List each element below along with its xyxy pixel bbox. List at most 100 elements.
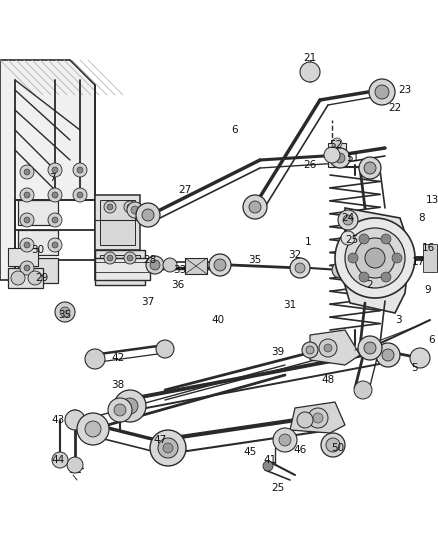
Circle shape [355, 238, 395, 278]
Circle shape [358, 336, 382, 360]
Circle shape [354, 381, 372, 399]
Circle shape [163, 443, 173, 453]
Circle shape [381, 272, 391, 282]
Circle shape [52, 167, 58, 173]
Circle shape [127, 204, 133, 210]
Circle shape [142, 209, 154, 221]
Circle shape [73, 188, 87, 202]
Circle shape [319, 339, 337, 357]
Bar [328, 143, 346, 167]
Circle shape [364, 342, 376, 354]
Circle shape [60, 307, 70, 317]
Circle shape [410, 348, 430, 368]
Circle shape [381, 234, 391, 244]
Text: 35: 35 [58, 310, 72, 320]
Circle shape [338, 210, 358, 230]
Circle shape [20, 165, 34, 179]
Circle shape [263, 461, 273, 471]
Text: 50: 50 [332, 443, 345, 453]
Circle shape [107, 255, 113, 261]
Bar [423, 244, 437, 272]
Circle shape [375, 85, 389, 99]
Circle shape [48, 163, 62, 177]
Circle shape [306, 346, 314, 354]
Text: 13: 13 [425, 195, 438, 205]
Bar [95, 250, 145, 285]
Circle shape [127, 202, 143, 218]
Polygon shape [340, 208, 410, 313]
Circle shape [48, 213, 62, 227]
Text: 22: 22 [389, 103, 402, 113]
Circle shape [104, 252, 116, 264]
Circle shape [52, 217, 58, 223]
Circle shape [11, 271, 25, 285]
Circle shape [382, 349, 394, 361]
Circle shape [136, 203, 160, 227]
Bar [8, 268, 43, 288]
Circle shape [313, 413, 323, 423]
Circle shape [335, 153, 345, 163]
Text: 37: 37 [141, 297, 155, 307]
Text: 17: 17 [411, 257, 424, 267]
Circle shape [28, 271, 42, 285]
Bar [100, 200, 135, 245]
Text: 23: 23 [399, 85, 412, 95]
Polygon shape [0, 60, 95, 280]
Circle shape [55, 302, 75, 322]
Circle shape [114, 404, 126, 416]
Text: 31: 31 [283, 300, 297, 310]
Text: 1: 1 [305, 237, 311, 247]
Circle shape [77, 413, 109, 445]
Circle shape [67, 457, 83, 473]
Circle shape [20, 213, 34, 227]
Circle shape [48, 188, 62, 202]
Circle shape [335, 218, 415, 298]
Text: 26: 26 [304, 160, 317, 170]
Text: 30: 30 [32, 245, 45, 255]
Circle shape [24, 242, 30, 248]
Bar [18, 230, 58, 255]
Text: 38: 38 [111, 380, 125, 390]
Text: 48: 48 [321, 375, 335, 385]
Text: 6: 6 [429, 335, 435, 345]
Circle shape [376, 343, 400, 367]
Text: 25: 25 [272, 483, 285, 493]
Text: 21: 21 [304, 53, 317, 63]
Text: 46: 46 [293, 445, 307, 455]
Circle shape [359, 272, 369, 282]
Circle shape [77, 192, 83, 198]
Circle shape [146, 256, 164, 274]
Circle shape [150, 260, 160, 270]
Circle shape [20, 238, 34, 252]
Text: 32: 32 [288, 250, 302, 260]
Circle shape [85, 421, 101, 437]
Circle shape [302, 342, 318, 358]
Circle shape [345, 228, 405, 288]
Polygon shape [290, 402, 345, 433]
Circle shape [297, 412, 313, 428]
Text: 47: 47 [153, 435, 166, 445]
Circle shape [332, 138, 342, 148]
Circle shape [20, 261, 34, 275]
Circle shape [127, 255, 133, 261]
Circle shape [20, 188, 34, 202]
Circle shape [341, 231, 355, 245]
Circle shape [324, 344, 332, 352]
Text: 42: 42 [111, 353, 125, 363]
Circle shape [52, 452, 68, 468]
Circle shape [214, 259, 226, 271]
Circle shape [104, 201, 116, 213]
Circle shape [369, 79, 395, 105]
Circle shape [332, 262, 348, 278]
Polygon shape [310, 330, 360, 365]
Circle shape [24, 265, 30, 271]
Circle shape [158, 438, 178, 458]
Circle shape [73, 163, 87, 177]
Circle shape [108, 398, 132, 422]
Circle shape [290, 258, 310, 278]
Text: 24: 24 [341, 213, 355, 223]
Text: 45: 45 [244, 447, 257, 457]
Circle shape [326, 438, 340, 452]
Text: 43: 43 [51, 415, 65, 425]
Circle shape [24, 217, 30, 223]
